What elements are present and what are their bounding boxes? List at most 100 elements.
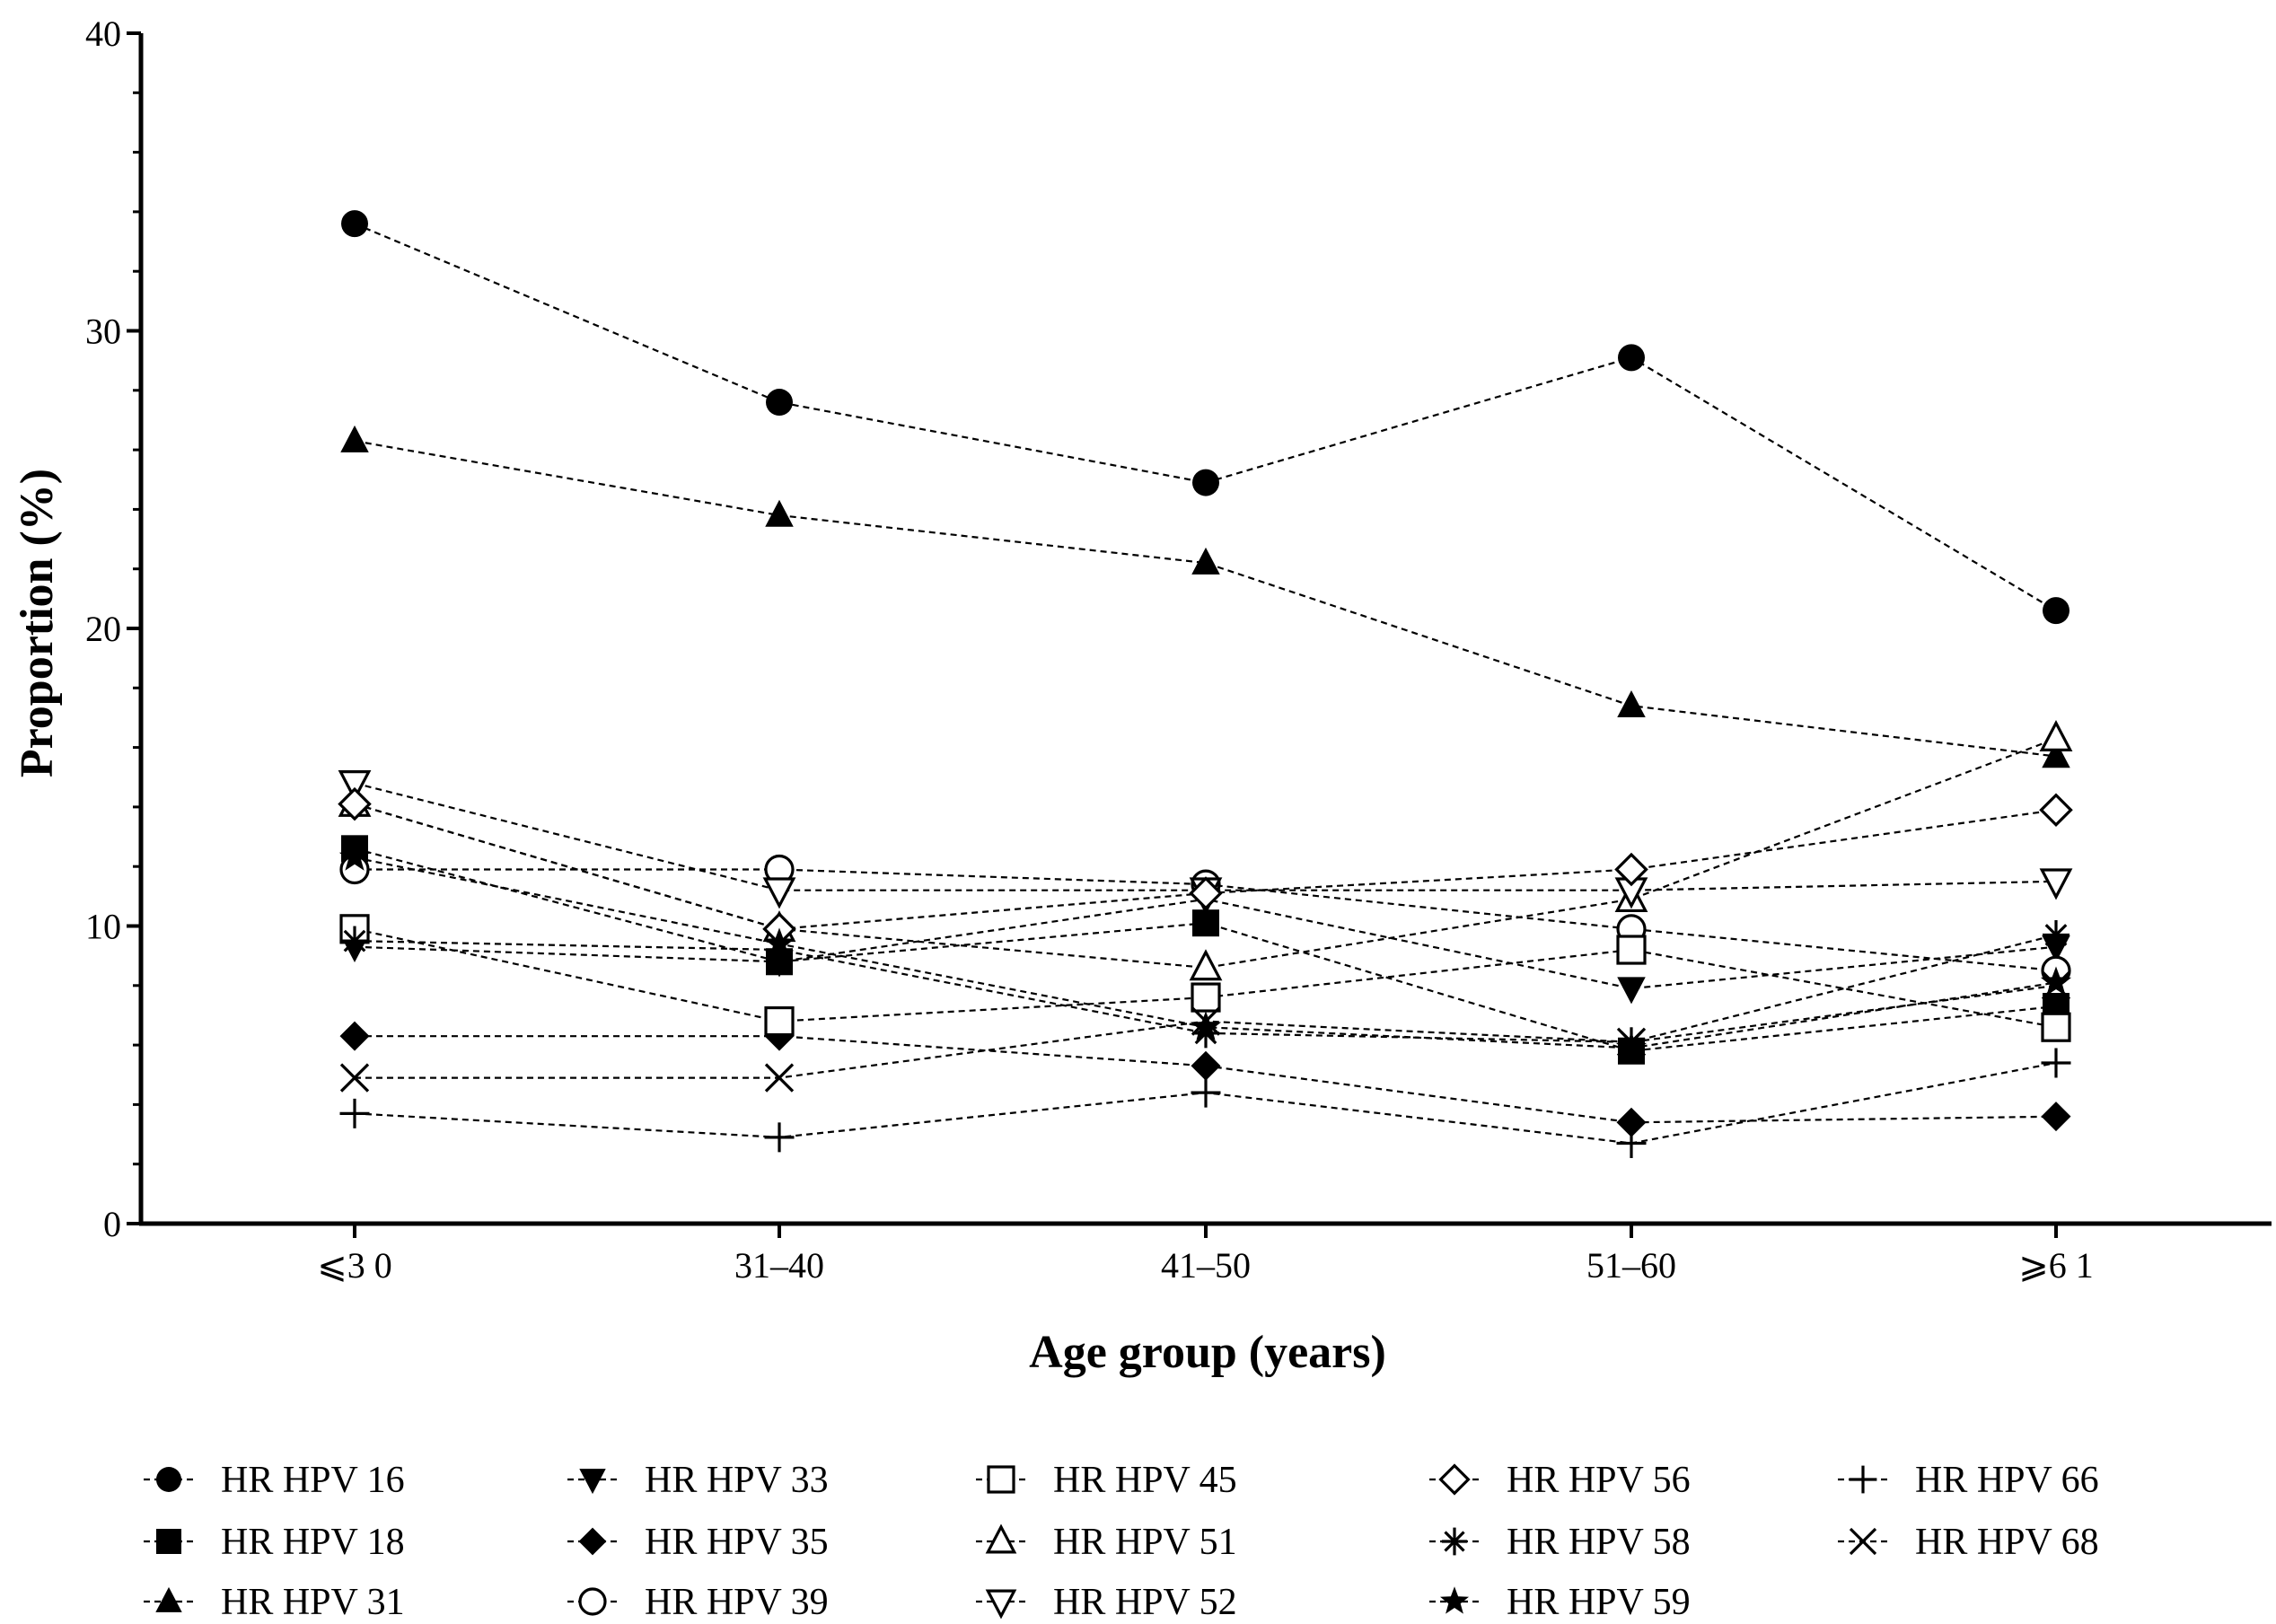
- data-point-marker: [1616, 935, 1647, 965]
- data-point-marker: [2041, 970, 2071, 1000]
- series-markers: [338, 786, 2073, 946]
- data-point-marker: [766, 389, 793, 417]
- data-point-marker: [764, 1122, 795, 1153]
- data-point-marker: [1616, 1128, 1647, 1158]
- data-point-marker: [987, 1465, 1015, 1494]
- legend-label: HR HPV 35: [645, 1522, 829, 1563]
- data-point-marker: [156, 1529, 181, 1554]
- legend-item: HR HPV 45: [976, 1460, 1237, 1501]
- series-markers: [339, 970, 2071, 1093]
- data-point-marker: [2039, 793, 2073, 827]
- data-point-marker: [156, 1467, 181, 1492]
- data-point-marker: [1189, 876, 1223, 910]
- series-hr-hpv-58: [354, 934, 2057, 1043]
- data-point-marker: [339, 1098, 370, 1128]
- data-point-marker: [764, 1063, 795, 1093]
- series-markers: [341, 210, 2069, 625]
- legend-item: HR HPV 35: [567, 1522, 829, 1563]
- data-point-marker: [1618, 344, 1645, 372]
- legend-item: HR HPV 16: [144, 1460, 405, 1501]
- data-point-marker: [2043, 919, 2069, 950]
- data-point-marker: [1189, 949, 1223, 981]
- legend-label: HR HPV 31: [221, 1582, 405, 1623]
- series-line: [354, 934, 2057, 1043]
- legend-item: HR HPV 59: [1429, 1582, 1691, 1623]
- data-point-marker: [2039, 868, 2073, 900]
- data-point-marker: [1617, 689, 1646, 717]
- x-tick-label: 31–40: [734, 1245, 824, 1286]
- data-point-marker: [1440, 1586, 1469, 1614]
- legend-item: HR HPV 51: [976, 1522, 1237, 1563]
- legend-label: HR HPV 39: [645, 1582, 829, 1623]
- legend-label: HR HPV 58: [1507, 1522, 1691, 1563]
- data-point-marker: [1191, 547, 1220, 575]
- series-layer: [338, 210, 2073, 1158]
- data-point-marker: [2043, 597, 2069, 625]
- data-point-marker: [155, 1586, 182, 1612]
- data-point-marker: [1614, 852, 1648, 887]
- data-point-marker: [1442, 1527, 1467, 1556]
- axes: 0 10 20 30 40 ⩽3 0 31–40 41–50 51–60 ⩾6 1: [85, 13, 2272, 1286]
- data-point-marker: [339, 1063, 370, 1093]
- data-point-marker: [1191, 1050, 1221, 1081]
- data-point-marker: [985, 1523, 1017, 1554]
- data-point-marker: [578, 1587, 607, 1616]
- x-tick-label: ⩽3 0: [317, 1245, 392, 1286]
- data-point-marker: [763, 927, 795, 957]
- legend-label: HR HPV 68: [1915, 1522, 2099, 1563]
- data-point-marker: [1191, 1006, 1221, 1036]
- data-point-marker: [2041, 1012, 2071, 1042]
- data-point-marker: [341, 926, 368, 956]
- data-point-marker: [341, 210, 368, 238]
- data-point-marker: [765, 499, 794, 527]
- data-point-marker: [339, 1021, 370, 1051]
- data-point-marker: [579, 1469, 606, 1495]
- legend-label: HR HPV 52: [1053, 1582, 1237, 1623]
- data-point-marker: [2042, 741, 2070, 768]
- data-point-marker: [985, 1589, 1017, 1620]
- data-point-marker: [338, 770, 372, 803]
- series-line: [354, 803, 2057, 930]
- data-point-marker: [2040, 966, 2072, 996]
- series-hr-hpv-56: [354, 803, 2057, 930]
- x-tick-label: ⩾6 1: [2018, 1245, 2094, 1286]
- data-point-marker: [1438, 1463, 1471, 1496]
- legend-label: HR HPV 45: [1053, 1460, 1237, 1501]
- data-point-marker: [1849, 1527, 1877, 1556]
- data-point-marker: [1616, 1027, 1647, 1057]
- series-hr-hpv-45: [354, 927, 2057, 1029]
- legend-item: HR HPV 33: [567, 1460, 829, 1501]
- data-point-marker: [1191, 982, 1221, 1013]
- legend-item: HR HPV 56: [1429, 1460, 1691, 1501]
- data-point-marker: [338, 841, 371, 871]
- legend-label: HR HPV 51: [1053, 1522, 1237, 1563]
- series-markers: [338, 719, 2073, 981]
- series-markers: [338, 841, 2072, 1061]
- y-tick-label: 20: [85, 609, 121, 649]
- legend-item: HR HPV 39: [567, 1582, 829, 1623]
- y-axis-title: Proportion (%): [12, 469, 63, 777]
- legend-item: HR HPV 52: [976, 1582, 1237, 1623]
- y-tick-label: 0: [103, 1204, 121, 1244]
- series-line: [354, 927, 2057, 1029]
- legend-label: HR HPV 59: [1507, 1582, 1691, 1623]
- series-markers: [340, 425, 2070, 768]
- legend-item: HR HPV 31: [144, 1582, 405, 1623]
- data-point-marker: [1615, 1031, 1648, 1061]
- legend-label: HR HPV 33: [645, 1460, 829, 1501]
- legend-item: HR HPV 58: [1429, 1522, 1691, 1563]
- x-axis-title: Age group (years): [1029, 1327, 1386, 1378]
- data-point-marker: [2041, 1102, 2071, 1132]
- legend-item: HR HPV 18: [144, 1522, 405, 1563]
- legend-label: HR HPV 66: [1915, 1460, 2099, 1501]
- legend: HR HPV 16 HR HPV 18 HR HPV 31 HR HPV 33 HR H…: [144, 1460, 2099, 1623]
- x-tick-label: 51–60: [1586, 1245, 1676, 1286]
- data-point-marker: [1191, 1077, 1221, 1108]
- y-tick-label: 40: [85, 13, 121, 54]
- data-point-marker: [338, 786, 372, 821]
- legend-label: HR HPV 16: [221, 1460, 405, 1501]
- y-tick-label: 30: [85, 312, 121, 352]
- data-point-marker: [762, 877, 796, 909]
- data-point-marker: [764, 1005, 795, 1037]
- data-point-marker: [578, 1527, 607, 1556]
